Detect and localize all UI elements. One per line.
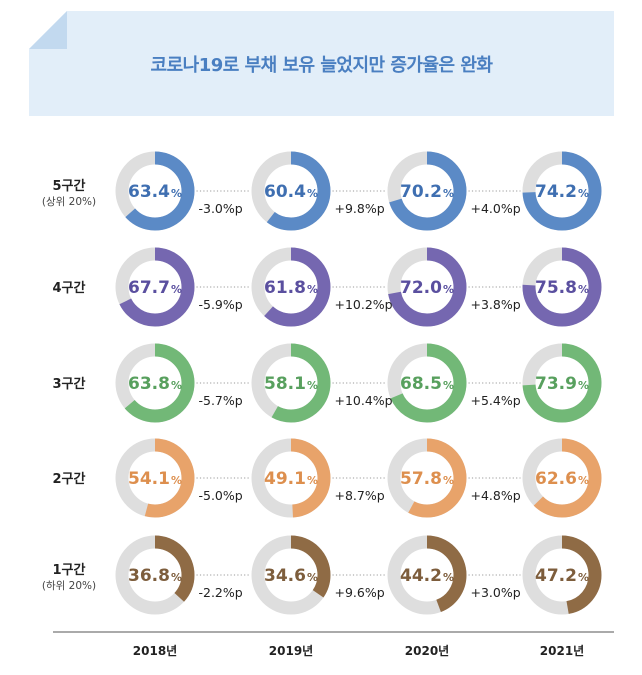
donut-value-label: 61.8% xyxy=(264,278,318,298)
year-label: 2020년 xyxy=(405,644,449,658)
donut-arc xyxy=(251,438,331,518)
change-label: +3.8%p xyxy=(471,297,521,312)
change-label: +3.0%p xyxy=(471,585,521,600)
donut-arc xyxy=(251,343,331,423)
donut-value-label: 49.1% xyxy=(264,469,318,489)
change-label: -5.9%p xyxy=(199,297,243,312)
donut-arc xyxy=(522,343,602,423)
donut-value-label: 58.1% xyxy=(264,374,318,394)
donut-value-label: 67.7% xyxy=(128,278,182,298)
donut-value-label: 74.2% xyxy=(535,182,589,202)
change-label: +4.0%p xyxy=(471,201,521,216)
row-label: 1구간 xyxy=(53,562,86,578)
donut-value-label: 73.9% xyxy=(535,374,589,394)
donut-value-label: 36.8% xyxy=(128,566,182,586)
year-label: 2019년 xyxy=(269,644,313,658)
row-label: 5구간 xyxy=(53,178,86,194)
donut-arc xyxy=(115,438,195,518)
donut-arc xyxy=(522,151,602,231)
change-label: +4.8%p xyxy=(471,488,521,503)
donut-arc xyxy=(387,151,467,231)
donut-value-label: 63.4% xyxy=(128,182,182,202)
row-label: 4구간 xyxy=(53,280,86,296)
donut-arc xyxy=(387,535,467,615)
year-label: 2021년 xyxy=(540,644,584,658)
donut-value-label: 72.0% xyxy=(400,278,454,298)
change-label: +5.4%p xyxy=(471,393,521,408)
donut-arc xyxy=(251,535,331,615)
year-label: 2018년 xyxy=(133,644,177,658)
donut-value-label: 70.2% xyxy=(400,182,454,202)
donut-value-label: 62.6% xyxy=(535,469,589,489)
donut-arc xyxy=(522,438,602,518)
donut-arc xyxy=(115,247,195,327)
donut-value-label: 60.4% xyxy=(264,182,318,202)
donut-value-label: 34.6% xyxy=(264,566,318,586)
chart-title: 코로나19로 부채 보유 늘었지만 증가율은 완화 xyxy=(150,54,493,76)
donut-arc xyxy=(387,247,467,327)
donut-value-label: 54.1% xyxy=(128,469,182,489)
donut-value-label: 75.8% xyxy=(535,278,589,298)
change-label: -5.7%p xyxy=(199,393,243,408)
change-label: +9.8%p xyxy=(335,201,385,216)
change-label: -3.0%p xyxy=(199,201,243,216)
change-label: -5.0%p xyxy=(199,488,243,503)
change-label: +8.7%p xyxy=(335,488,385,503)
change-label: +10.2%p xyxy=(335,297,393,312)
donut-arc xyxy=(115,535,195,615)
donut-value-label: 47.2% xyxy=(535,566,589,586)
donut-value-label: 63.8% xyxy=(128,374,182,394)
donut-arc xyxy=(251,247,331,327)
donut-value-label: 44.2% xyxy=(400,566,454,586)
row-sublabel: (상위 20%) xyxy=(42,195,96,208)
donut-arc xyxy=(115,151,195,231)
row-sublabel: (하위 20%) xyxy=(42,579,96,592)
change-label: +10.4%p xyxy=(335,393,393,408)
donut-value-label: 68.5% xyxy=(400,374,454,394)
donut-arc xyxy=(251,151,331,231)
donut-arc xyxy=(387,438,467,518)
row-label: 2구간 xyxy=(53,471,86,487)
donut-arc xyxy=(522,535,602,615)
row-label: 3구간 xyxy=(53,376,86,392)
donut-arc xyxy=(115,343,195,423)
donut-arc xyxy=(387,343,467,423)
title-banner xyxy=(29,11,614,116)
donut-value-label: 57.8% xyxy=(400,469,454,489)
change-label: +9.6%p xyxy=(335,585,385,600)
change-label: -2.2%p xyxy=(199,585,243,600)
donut-arc xyxy=(522,247,602,327)
